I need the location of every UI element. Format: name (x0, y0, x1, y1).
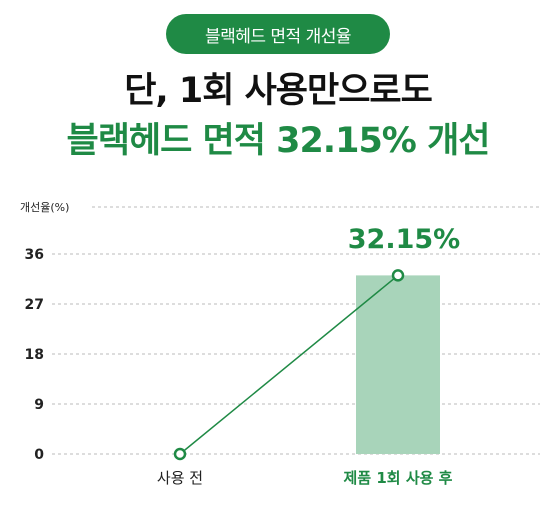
y-tick-label-27: 27 (25, 297, 44, 313)
trend-point-0 (173, 447, 187, 461)
y-axis-label: 개선율(%) (20, 201, 69, 214)
y-tick-label-36: 36 (25, 247, 44, 263)
trend-line (179, 274, 399, 455)
y-tick-label-9: 9 (34, 397, 44, 413)
topic-badge: 블랙헤드 면적 개선율 (166, 14, 390, 54)
trend-point-1 (391, 269, 405, 282)
bar-1 (356, 275, 440, 454)
x-category-label-0: 사용 전 (157, 469, 203, 487)
headline-line-1: 단, 1회 사용만으로도 (124, 71, 433, 111)
value-annotation: 32.15% (348, 224, 460, 255)
x-category-label-1: 제품 1회 사용 후 (344, 469, 453, 487)
y-tick-label-18: 18 (25, 347, 44, 363)
headline-line-2: 블랙헤드 면적 32.15% 개선 (66, 121, 491, 161)
y-tick-label-0: 0 (34, 447, 44, 463)
